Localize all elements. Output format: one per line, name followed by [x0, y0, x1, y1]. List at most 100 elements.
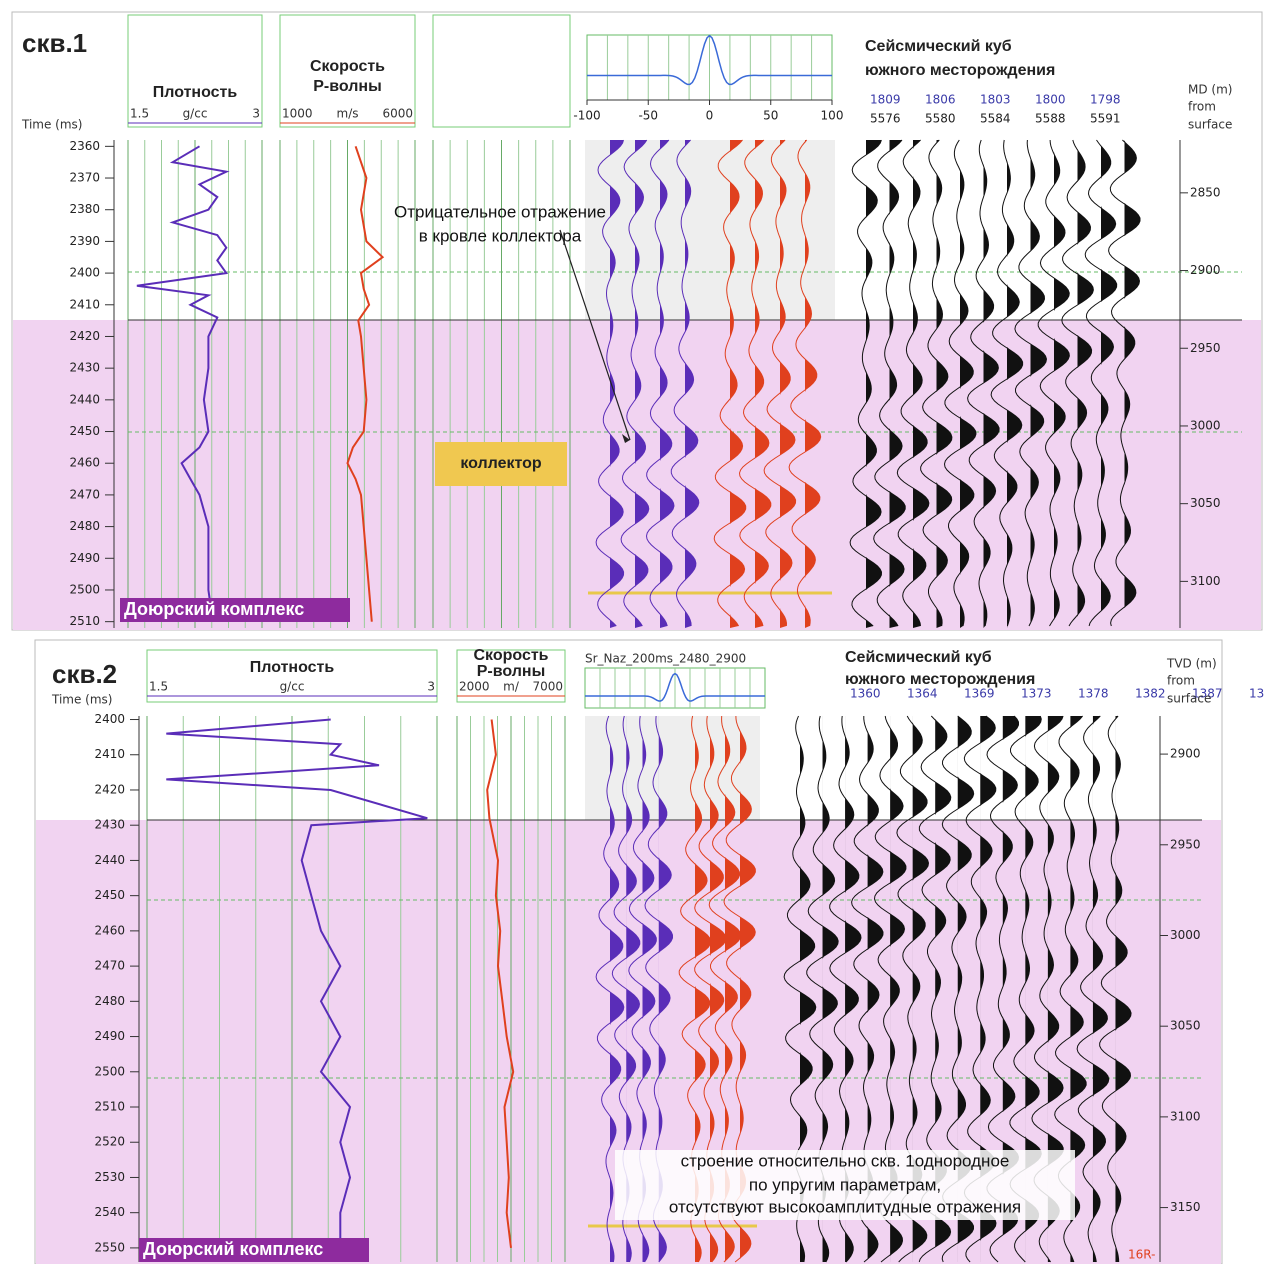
seismic-trace-fill [912, 716, 929, 1262]
zone-label: Доюрский комплекс [124, 599, 304, 619]
seismic-trace-fill [890, 716, 906, 1262]
depth-axis-label: TVD (m) [1166, 657, 1217, 671]
zone-label: Доюрский комплекс [143, 1239, 323, 1259]
time-tick-label: 2450 [69, 424, 100, 438]
track-header [146, 649, 438, 703]
seismic-trace-fill [1092, 716, 1109, 1262]
time-tick-label: 2530 [94, 1170, 125, 1184]
synthetic-trace [788, 139, 822, 627]
seismic-trace [920, 139, 953, 627]
seismic-trace-fill [822, 716, 839, 1262]
track-title: Плотность [250, 659, 335, 676]
time-tick-label: 2410 [69, 297, 100, 311]
seismic-trace [1014, 139, 1048, 627]
scale-label: 1000 [282, 107, 313, 121]
synthetic-trace [595, 715, 625, 1263]
time-tick-label: 2380 [69, 202, 100, 216]
synthetic-trace [645, 139, 675, 627]
time-tick-label: 2420 [69, 329, 100, 343]
synthetic-trace-fill [740, 716, 756, 1262]
density-curve [166, 718, 428, 1248]
synthetic-trace-fill [626, 716, 640, 1262]
well-title: скв.1 [22, 28, 87, 58]
time-tick-label: 2510 [94, 1100, 125, 1114]
depth-tick-label: 3050 [1190, 496, 1221, 510]
depth-tick-label: 3150 [1170, 1200, 1201, 1214]
time-tick-label: 2510 [69, 614, 100, 628]
reservoir-label: коллектор [460, 455, 542, 472]
track-title: P-волны [313, 78, 382, 95]
trace-tag: 16R- [1128, 1248, 1155, 1262]
synthetic-trace-fill [610, 140, 624, 628]
seismic-trace-fill [1124, 140, 1140, 628]
scale-label: g/cc [280, 680, 305, 694]
trace-label: 1809 [870, 93, 901, 107]
time-tick-label: 2450 [94, 888, 125, 902]
seismic-trace [1037, 139, 1070, 627]
time-tick-label: 2500 [94, 1064, 125, 1078]
seismic-trace-fill [913, 140, 929, 628]
trace-label: 1373 [1021, 687, 1052, 701]
time-tick-label: 2470 [69, 487, 100, 501]
track-header [432, 14, 571, 128]
annotation-arrow [559, 229, 631, 441]
time-tick-label: 2490 [69, 551, 100, 565]
seismic-trace [1076, 715, 1110, 1263]
synthetic-trace-fill [780, 140, 796, 628]
seismic-title: южного месторождения [845, 671, 1035, 688]
density-curve [136, 145, 230, 622]
trace-label: 1387 [1192, 687, 1223, 701]
scale-label: 6000 [382, 107, 413, 121]
trace-label: 1360 [850, 687, 881, 701]
annotation-bg [615, 1150, 1075, 1220]
seismic-trace-fill [866, 140, 882, 628]
velocity-curve [486, 719, 515, 1249]
seismic-trace [873, 139, 906, 627]
track-title: Плотность [153, 84, 238, 101]
arrow-head [622, 434, 630, 443]
seismic-trace [896, 139, 930, 627]
track-title: Скорость [473, 647, 548, 664]
time-tick-label: 2370 [69, 171, 100, 185]
time-tick-label: 2410 [94, 747, 125, 761]
time-tick-label: 2520 [94, 1135, 125, 1149]
depth-tick-label: 2900 [1170, 747, 1201, 761]
trace-label: 1378 [1078, 687, 1109, 701]
scale-label: m/ [503, 680, 520, 694]
trace-label: 1364 [907, 687, 938, 701]
depth-tick-label: 3100 [1170, 1109, 1201, 1123]
time-tick-label: 2360 [69, 139, 100, 153]
depth-axis-label: surface [1188, 118, 1232, 132]
seismic-trace-fill [845, 716, 861, 1262]
trace-label: 1369 [964, 687, 995, 701]
trace-label: 5588 [1035, 112, 1066, 126]
trace-label: 1806 [925, 93, 956, 107]
synthetic-trace-fill [805, 140, 821, 628]
seismic-trace [1108, 139, 1141, 627]
seismic-trace-fill [1030, 140, 1047, 628]
synthetic-trace [670, 139, 700, 627]
trace-label: 5580 [925, 112, 956, 126]
depth-tick-label: 2900 [1190, 263, 1221, 277]
scale-label: 1.5 [149, 680, 168, 694]
seismic-trace-fill [980, 716, 996, 1262]
seismic-trace-fill [1054, 140, 1070, 628]
seismic-trace [849, 139, 883, 627]
time-axis-label: Time (ms) [21, 118, 83, 132]
synthetic-trace [620, 139, 650, 627]
trace-label: 1391 [1249, 687, 1264, 701]
track-body [585, 140, 835, 320]
time-tick-label: 2500 [69, 582, 100, 596]
seismic-title: Сейсмический куб [865, 38, 1012, 55]
time-tick-label: 2400 [94, 712, 125, 726]
time-tick-label: 2440 [94, 853, 125, 867]
time-axis-label: Time (ms) [51, 693, 113, 707]
synthetic-trace [713, 139, 747, 627]
synthetic-trace-fill [695, 716, 711, 1262]
wavelet-tick-label: 100 [821, 109, 844, 123]
scale-label: m/s [337, 107, 359, 121]
depth-axis-label: surface [1167, 692, 1211, 706]
trace-label: 1798 [1090, 93, 1121, 107]
seismic-title: южного месторождения [865, 62, 1055, 79]
seismic-trace [1099, 715, 1132, 1263]
